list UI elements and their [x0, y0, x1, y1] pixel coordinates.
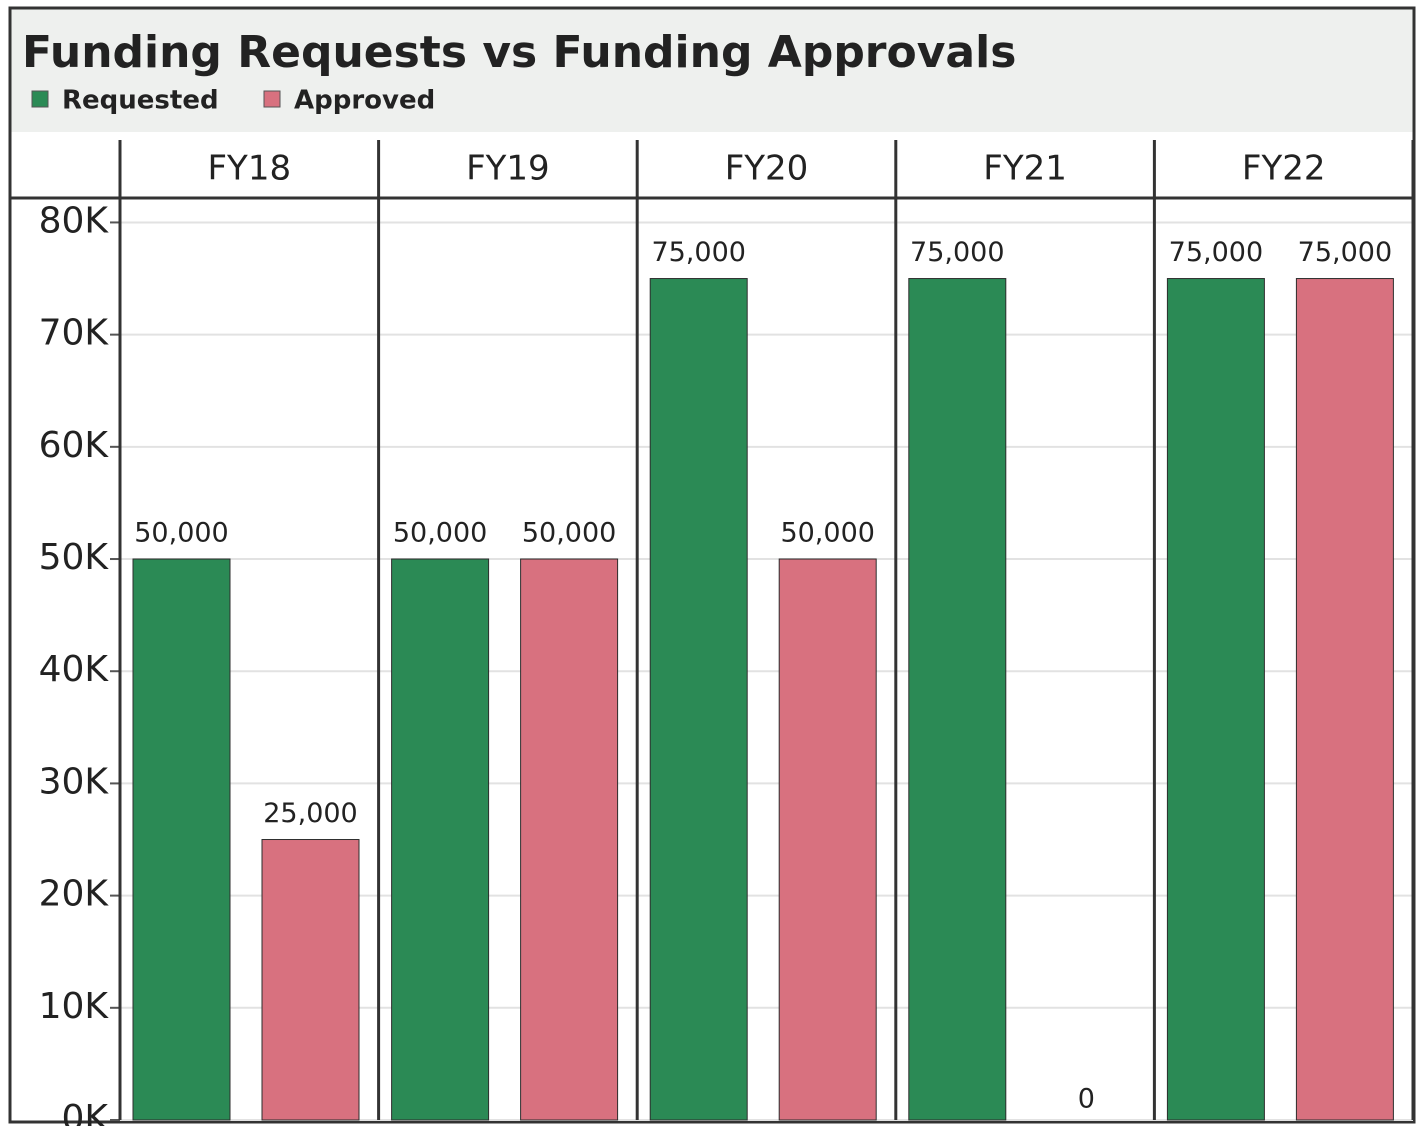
x-tick-label: FY18	[208, 149, 292, 189]
y-tick-label: 30K	[39, 761, 110, 802]
value-label: 50,000	[134, 518, 228, 549]
legend-label: Approved	[294, 86, 435, 116]
value-label: 0	[1078, 1084, 1095, 1115]
y-tick-label: 40K	[39, 649, 110, 690]
value-label: 75,000	[1169, 237, 1263, 268]
bar	[778, 558, 877, 1121]
chart-title: Funding Requests vs Funding Approvals	[22, 27, 1016, 78]
legend-swatch	[263, 90, 281, 108]
bar	[132, 558, 231, 1121]
value-label: 50,000	[522, 518, 616, 549]
x-tick-label: FY20	[725, 149, 809, 189]
bar	[391, 558, 490, 1121]
bar	[520, 558, 619, 1121]
y-tick-label: 80K	[39, 200, 110, 241]
header-band	[10, 8, 1414, 132]
y-tick-label: 0K	[61, 1098, 109, 1126]
value-label: 25,000	[263, 798, 357, 829]
bar	[908, 278, 1007, 1121]
legend-label: Requested	[62, 86, 219, 116]
y-tick-label: 20K	[39, 874, 110, 915]
legend-swatch	[31, 90, 49, 108]
value-label: 75,000	[910, 237, 1004, 268]
value-label: 75,000	[1298, 237, 1392, 268]
y-tick-label: 60K	[39, 425, 110, 466]
x-tick-label: FY19	[466, 149, 550, 189]
x-tick-label: FY22	[1242, 149, 1326, 189]
value-label: 75,000	[651, 237, 745, 268]
bar	[649, 278, 748, 1121]
y-tick-label: 70K	[39, 313, 110, 354]
value-label: 50,000	[393, 518, 487, 549]
y-tick-label: 50K	[39, 537, 110, 578]
bar	[1295, 278, 1394, 1121]
bar	[261, 839, 360, 1121]
bar	[1166, 278, 1265, 1121]
x-tick-label: FY21	[983, 149, 1067, 189]
value-label: 50,000	[780, 518, 874, 549]
y-tick-label: 10K	[39, 986, 110, 1027]
